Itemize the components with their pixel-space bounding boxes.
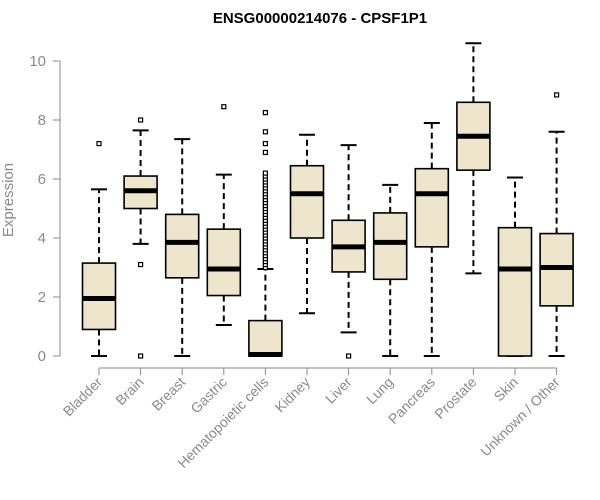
box-group: [248, 110, 283, 358]
box-iqr: [248, 319, 283, 357]
chart-title: ENSG00000214076 - CPSF1P1: [213, 10, 427, 27]
box-group: [414, 121, 450, 357]
y-tick-label: 6: [38, 171, 46, 188]
box-group: [164, 138, 200, 357]
outlier-point: [138, 117, 144, 123]
box-group: [497, 176, 533, 357]
box-group: [81, 141, 117, 357]
outlier-point: [138, 353, 144, 359]
outlier-point: [262, 141, 268, 147]
box-group: [206, 104, 242, 327]
box-iqr: [372, 212, 408, 281]
box-group: [456, 42, 491, 275]
x-tick-label: Lung: [363, 374, 396, 407]
outlier-point: [96, 141, 102, 147]
y-tick-label: 2: [38, 289, 46, 306]
x-tick-label: Unknown / Other: [477, 374, 563, 460]
box-iqr: [206, 228, 242, 297]
box-iqr: [497, 226, 533, 357]
box-group: [539, 92, 574, 357]
outlier-point: [262, 170, 268, 176]
x-tick-label: Breast: [148, 374, 188, 414]
x-tick-label: Kidney: [272, 374, 314, 416]
x-tick-label: Bladder: [60, 374, 106, 420]
box-iqr: [414, 167, 450, 248]
outlier-point: [221, 104, 227, 110]
box-group: [331, 144, 366, 359]
y-tick-label: 10: [29, 53, 46, 70]
plot-area: [81, 42, 574, 359]
outlier-point: [553, 92, 560, 98]
box-group: [372, 183, 408, 357]
x-tick-label: Prostate: [431, 374, 479, 422]
box-group: [123, 117, 158, 359]
y-axis: 0 2 4 6 8 10: [29, 53, 61, 365]
outlier-point: [138, 261, 144, 268]
outlier-point: [262, 149, 268, 156]
y-tick-label: 4: [38, 230, 46, 247]
x-tick-label: Skin: [491, 374, 522, 405]
outlier-point: [346, 353, 352, 359]
x-tick-label: Brain: [112, 374, 146, 408]
y-axis-label: Expression: [0, 163, 17, 237]
box-iqr: [289, 164, 325, 239]
x-tick-label: Liver: [322, 374, 355, 407]
box-group: [289, 133, 325, 315]
y-tick-label: 8: [38, 112, 46, 129]
y-tick-label: 0: [38, 348, 46, 365]
outlier-point: [262, 129, 268, 135]
box-iqr: [164, 213, 200, 279]
outlier-point: [262, 110, 268, 116]
